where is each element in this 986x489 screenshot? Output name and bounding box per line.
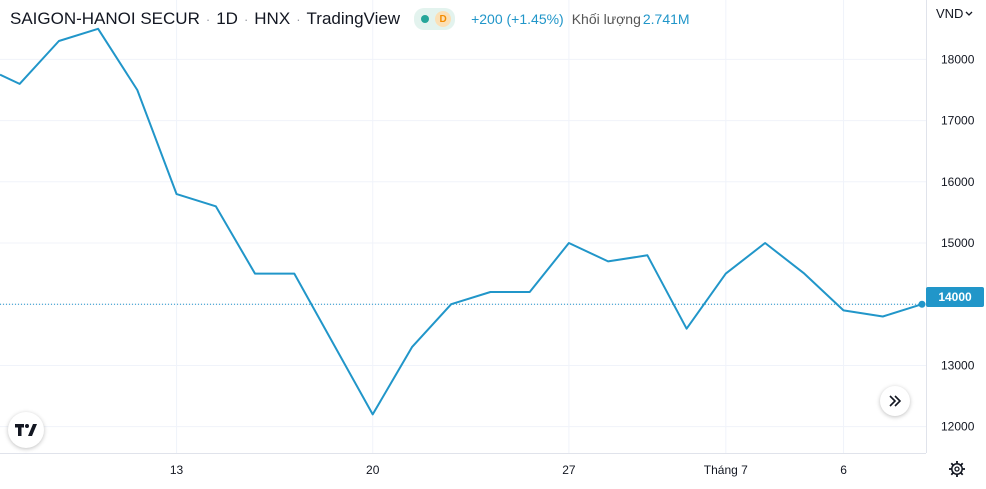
volume-value: 2.741M bbox=[643, 11, 690, 27]
gear-icon bbox=[948, 460, 966, 478]
currency-selector[interactable]: VND bbox=[936, 6, 973, 21]
y-tick-label: 18000 bbox=[941, 52, 975, 66]
series-line bbox=[0, 29, 922, 415]
price-axis[interactable]: 12000 13000 15000 16000 17000 18000 bbox=[926, 0, 986, 453]
price-chart[interactable] bbox=[0, 0, 926, 453]
chart-plot-area[interactable] bbox=[0, 0, 926, 453]
last-point-marker bbox=[919, 301, 926, 308]
double-chevron-right-icon bbox=[888, 395, 902, 407]
chevron-down-icon bbox=[965, 11, 973, 17]
x-tick-label: 20 bbox=[366, 463, 380, 477]
currency-label: VND bbox=[936, 6, 963, 21]
interval-label[interactable]: 1D bbox=[216, 9, 238, 29]
source-label: TradingView bbox=[307, 9, 401, 29]
exchange-label: HNX bbox=[254, 9, 290, 29]
x-tick-label: 13 bbox=[170, 463, 184, 477]
scroll-to-realtime-button[interactable] bbox=[880, 386, 910, 416]
separator-dot: · bbox=[296, 12, 300, 27]
tradingview-logo-icon[interactable] bbox=[8, 412, 44, 448]
time-axis-ticks: 13 20 27 Tháng 7 6 bbox=[0, 454, 926, 484]
time-axis[interactable]: 13 20 27 Tháng 7 6 bbox=[0, 453, 926, 484]
symbol-name[interactable]: SAIGON-HANOI SECUR bbox=[10, 9, 200, 29]
x-tick-label: 27 bbox=[562, 463, 576, 477]
y-tick-label: 13000 bbox=[941, 358, 975, 372]
delayed-badge[interactable]: D bbox=[435, 11, 451, 27]
y-tick-label: 15000 bbox=[941, 236, 975, 250]
volume-label: Khối lượng bbox=[572, 11, 641, 27]
y-tick-label: 12000 bbox=[941, 420, 975, 434]
separator-dot: · bbox=[244, 12, 248, 27]
market-open-dot-icon bbox=[421, 15, 429, 23]
market-status[interactable]: D bbox=[414, 8, 455, 30]
status-badge[interactable]: D bbox=[414, 8, 455, 30]
price-axis-ticks: 12000 13000 15000 16000 17000 18000 bbox=[927, 0, 986, 453]
price-change: +200 (+1.45%) bbox=[471, 11, 564, 27]
tv-logo-mark-icon bbox=[15, 423, 37, 437]
x-tick-label: Tháng 7 bbox=[704, 463, 748, 477]
y-tick-label: 17000 bbox=[941, 114, 975, 128]
x-tick-label: 6 bbox=[840, 463, 847, 477]
y-tick-label: 16000 bbox=[941, 175, 975, 189]
last-price-label: 14000 bbox=[926, 287, 984, 307]
separator-dot: · bbox=[206, 12, 210, 27]
chart-header: SAIGON-HANOI SECUR · 1D · HNX · TradingV… bbox=[10, 8, 690, 30]
chart-settings-button[interactable] bbox=[946, 458, 968, 480]
